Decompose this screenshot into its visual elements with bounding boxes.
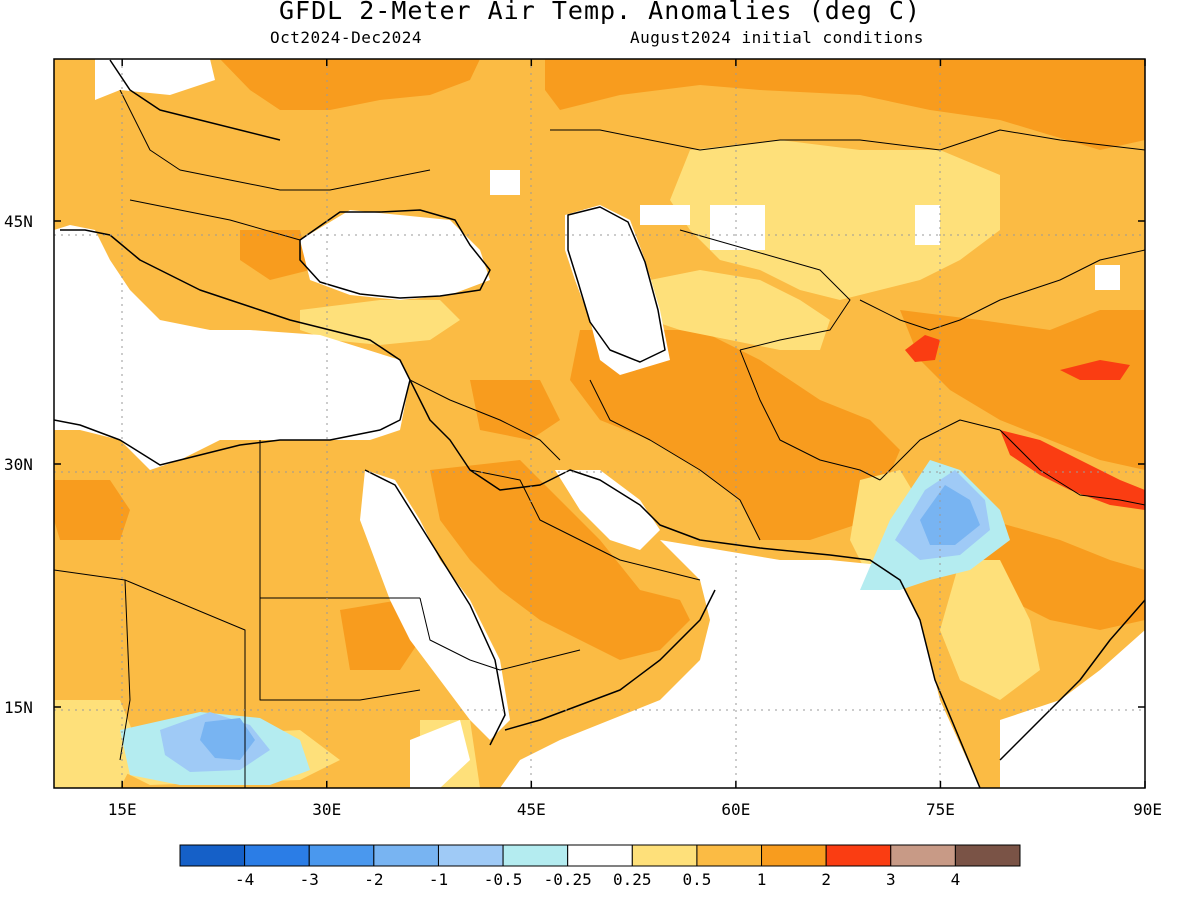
colorbar-swatch bbox=[696, 844, 763, 867]
anomaly-regions-1-2 bbox=[54, 59, 1145, 670]
colorbar-label: 1 bbox=[757, 870, 767, 889]
colorbar-label: -0.5 bbox=[484, 870, 523, 889]
colorbar-swatch bbox=[954, 844, 1021, 867]
colorbar-swatch bbox=[502, 844, 569, 867]
colorbar-swatch bbox=[567, 844, 633, 867]
colorbar-label: -3 bbox=[300, 870, 319, 889]
colorbar-label: -4 bbox=[235, 870, 254, 889]
y-tick-label: 45N bbox=[4, 212, 33, 231]
colorbar-swatch bbox=[437, 844, 504, 867]
colorbar-label: -2 bbox=[364, 870, 383, 889]
map-plot-area bbox=[54, 59, 1145, 788]
y-tick-label: 30N bbox=[4, 455, 33, 474]
x-axis: 15E 30E 45E 60E 75E 90E bbox=[108, 59, 1162, 819]
map-title: GFDL 2-Meter Air Temp. Anomalies (deg C) bbox=[278, 0, 922, 25]
x-tick-label: 15E bbox=[108, 800, 137, 819]
y-axis: 15N 30N 45N bbox=[4, 212, 1145, 717]
near-zero-anomaly-regions bbox=[54, 59, 1145, 788]
x-tick-label: 45E bbox=[517, 800, 546, 819]
colorbar-swatch bbox=[373, 844, 439, 867]
colorbar-swatch bbox=[308, 844, 375, 867]
colorbar-label: 3 bbox=[886, 870, 896, 889]
colorbar-swatch bbox=[825, 844, 892, 867]
colorbar-label: -0.25 bbox=[544, 870, 592, 889]
negative-anomaly-regions bbox=[120, 460, 1010, 785]
colorbar: -4 -3 -2 -1 -0.5 -0.25 0.25 0.5 1 2 3 4 bbox=[179, 844, 1021, 889]
colorbar-label: 4 bbox=[951, 870, 961, 889]
colorbar-swatch bbox=[890, 844, 956, 867]
x-tick-label: 30E bbox=[312, 800, 341, 819]
colorbar-label: -1 bbox=[429, 870, 448, 889]
x-tick-label: 90E bbox=[1133, 800, 1162, 819]
forecast-period: Oct2024-Dec2024 bbox=[270, 28, 422, 47]
y-tick-label: 15N bbox=[4, 698, 33, 717]
colorbar-swatch bbox=[761, 844, 827, 867]
country-borders bbox=[54, 89, 1145, 788]
colorbar-label: 2 bbox=[821, 870, 831, 889]
colorbar-swatch bbox=[244, 844, 310, 867]
x-tick-label: 60E bbox=[721, 800, 750, 819]
colorbar-label: 0.5 bbox=[682, 870, 711, 889]
graticule bbox=[54, 59, 1145, 788]
initial-conditions: August2024 initial conditions bbox=[630, 28, 924, 47]
plot-frame bbox=[53, 58, 1146, 789]
colorbar-label: 0.25 bbox=[613, 870, 652, 889]
x-tick-label: 75E bbox=[926, 800, 955, 819]
colorbar-swatch bbox=[179, 844, 246, 867]
anomaly-regions-2-3 bbox=[905, 335, 1145, 510]
colorbar-swatch bbox=[631, 844, 698, 867]
